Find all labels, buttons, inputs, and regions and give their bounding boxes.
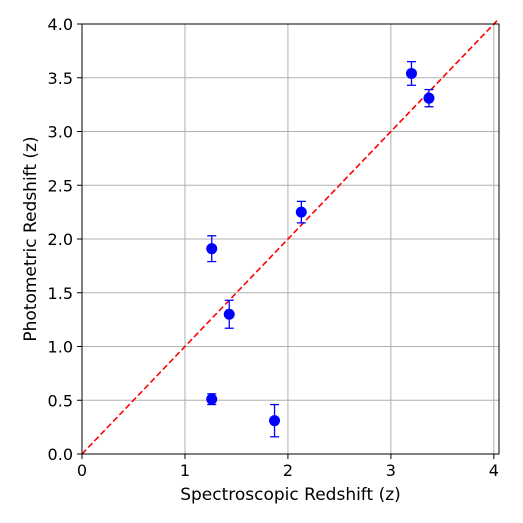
x-axis-label: Spectroscopic Redshift (z) <box>180 485 401 505</box>
y-axis-ticks: 0.0 0.5 1.0 1.5 2.0 2.5 3.0 3.5 4.0 <box>48 15 82 464</box>
y-tick-label: 3.0 <box>48 123 73 142</box>
data-point <box>223 299 235 329</box>
y-tick-label: 0.0 <box>48 445 73 464</box>
x-tick-label: 3 <box>386 461 396 480</box>
point-marker <box>223 308 235 320</box>
point-marker <box>405 67 417 79</box>
reference-line-group <box>81 18 500 455</box>
y-tick-label: 2.5 <box>48 176 73 195</box>
point-marker <box>206 243 218 255</box>
point-marker <box>423 92 435 104</box>
point-marker <box>295 206 307 218</box>
data-point <box>206 393 218 406</box>
x-tick-label: 0 <box>77 461 87 480</box>
data-point <box>269 403 281 438</box>
data-point <box>405 60 417 86</box>
x-tick-label: 2 <box>283 461 293 480</box>
y-tick-label: 1.0 <box>48 338 73 357</box>
x-tick-label: 4 <box>489 461 499 480</box>
y-axis-label: Photometric Redshift (z) <box>21 136 41 341</box>
y-tick-label: 3.5 <box>48 69 73 88</box>
data-point <box>206 235 218 263</box>
y-tick-label: 4.0 <box>48 15 73 34</box>
reference-line <box>81 18 500 455</box>
x-tick-label: 1 <box>180 461 190 480</box>
point-marker <box>206 393 218 405</box>
data-point <box>295 200 307 224</box>
point-marker <box>269 415 281 427</box>
y-tick-label: 0.5 <box>48 391 73 410</box>
grid <box>81 23 499 455</box>
y-tick-label: 2.0 <box>48 230 73 249</box>
data-points <box>206 60 435 438</box>
data-point <box>423 88 435 108</box>
y-tick-label: 1.5 <box>48 284 73 303</box>
x-axis-ticks: 0 1 2 3 4 <box>77 454 499 480</box>
